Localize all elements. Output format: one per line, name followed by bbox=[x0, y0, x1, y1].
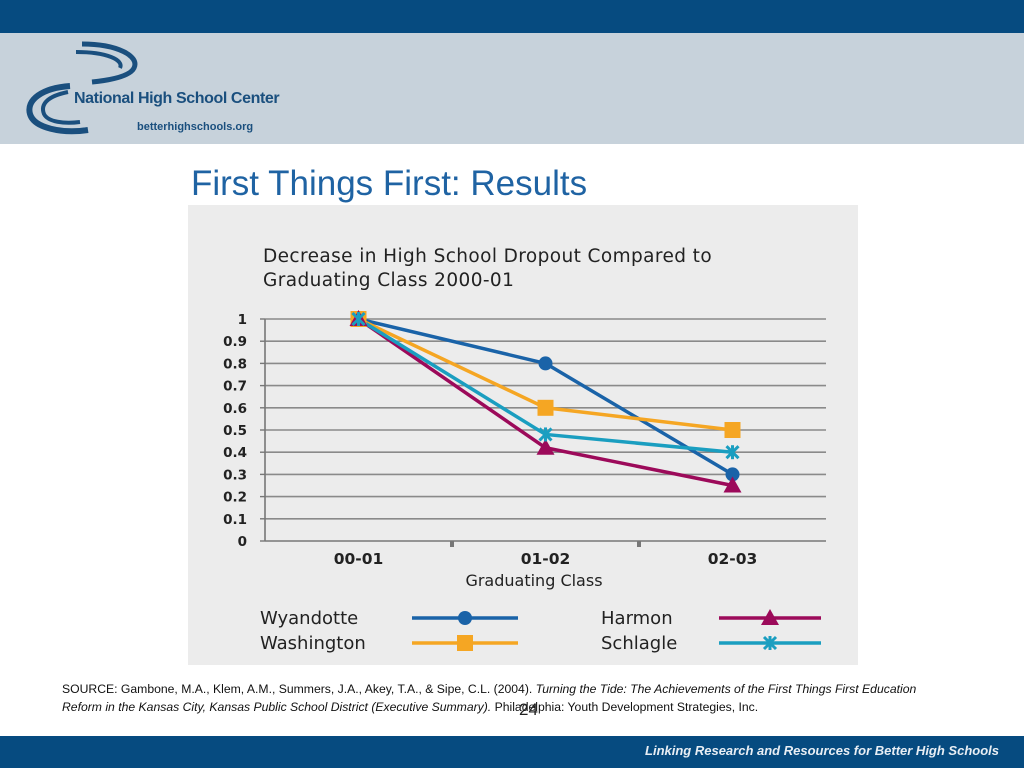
y-tick-label: 0.9 bbox=[223, 334, 247, 350]
data-point-harmon bbox=[536, 438, 555, 455]
y-tick-label: 0.5 bbox=[223, 423, 247, 439]
legend-marker-schlagle bbox=[762, 635, 778, 651]
chart-title-line-2: Graduating Class 2000-01 bbox=[263, 270, 514, 291]
data-point-wyandotte bbox=[725, 467, 740, 482]
y-tick-label: 1 bbox=[238, 312, 247, 328]
logo-swoosh-icon bbox=[26, 41, 138, 135]
data-point-washington bbox=[724, 422, 741, 438]
chart-title-line-1: Decrease in High School Dropout Compared… bbox=[263, 246, 712, 267]
y-tick-label: 0.7 bbox=[223, 379, 247, 395]
legend-label-schlagle: Schlagle bbox=[601, 633, 677, 654]
source-title: Turning the Tide: The Achievements of th… bbox=[62, 682, 917, 714]
chart-panel: Decrease in High School Dropout Compared… bbox=[188, 205, 858, 665]
page-number: 24 bbox=[519, 700, 538, 719]
line-chart: Decrease in High School Dropout Compared… bbox=[223, 246, 826, 654]
source-prefix: SOURCE: Gambone, M.A., Klem, A.M., Summe… bbox=[62, 682, 536, 696]
data-point-schlagle bbox=[725, 445, 740, 460]
y-tick-label: 0.2 bbox=[223, 490, 247, 506]
x-tick-label: 01-02 bbox=[521, 550, 571, 568]
y-tick-label: 0 bbox=[238, 534, 247, 550]
data-point-harmon bbox=[723, 476, 742, 493]
data-point-schlagle bbox=[538, 427, 553, 442]
y-tick-label: 0.1 bbox=[223, 512, 247, 528]
source-citation: SOURCE: Gambone, M.A., Klem, A.M., Summe… bbox=[62, 681, 922, 716]
logo-name: National High School Center bbox=[74, 90, 280, 107]
header-band bbox=[0, 33, 1024, 144]
source-suffix: Philadelphia: Youth Development Strategi… bbox=[491, 699, 759, 714]
legend-marker-wyandotte bbox=[458, 611, 472, 625]
legend-label-harmon: Harmon bbox=[601, 608, 673, 629]
data-point-washington bbox=[537, 399, 554, 416]
x-tick-label: 02-03 bbox=[708, 550, 758, 568]
x-axis-label: Graduating Class bbox=[465, 571, 602, 590]
data-point-wyandotte bbox=[538, 356, 553, 371]
footer-tagline: Linking Research and Resources for Bette… bbox=[645, 743, 999, 758]
logo-url: betterhighschools.org bbox=[137, 121, 254, 133]
bottom-banner: Linking Research and Resources for Bette… bbox=[0, 736, 1024, 768]
slide-title: First Things First: Results bbox=[191, 164, 588, 203]
legend-label-wyandotte: Wyandotte bbox=[260, 608, 358, 629]
y-tick-label: 0.3 bbox=[223, 467, 247, 483]
y-tick-label: 0.4 bbox=[223, 445, 247, 461]
legend-marker-harmon bbox=[761, 609, 779, 625]
data-point-schlagle bbox=[351, 311, 366, 327]
legend-marker-washington bbox=[457, 635, 473, 651]
legend-label-washington: Washington bbox=[260, 633, 366, 654]
x-tick-label: 00-01 bbox=[334, 550, 384, 568]
y-tick-label: 0.6 bbox=[223, 401, 247, 417]
top-banner bbox=[0, 0, 1024, 33]
y-tick-label: 0.8 bbox=[223, 356, 247, 372]
